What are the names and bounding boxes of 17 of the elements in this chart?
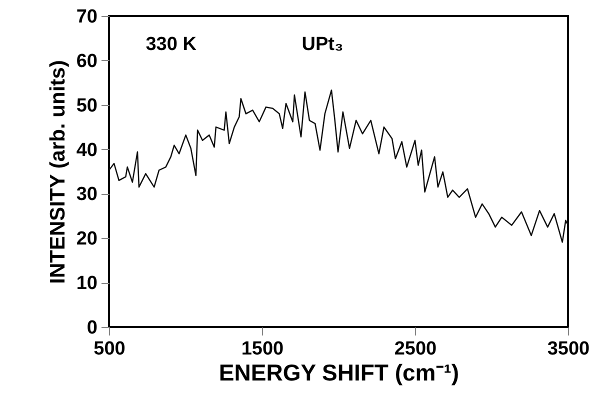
x-tick-label: 2500	[394, 338, 437, 360]
x-tick-label: 500	[94, 338, 126, 360]
y-tick-label: 50	[76, 95, 98, 116]
y-tick-label: 40	[76, 140, 98, 161]
y-tick-label: 60	[76, 50, 98, 72]
x-axis-title: ENERGY SHIFT (cm⁻¹)	[218, 360, 460, 386]
y-tick-label: 70	[76, 6, 98, 28]
y-tick-label: 30	[76, 184, 98, 206]
x-tick-label: 3500	[547, 338, 590, 360]
line-series	[108, 90, 568, 243]
annotation: UPt₃	[302, 34, 344, 55]
y-tick-label: 20	[76, 228, 98, 250]
y-tick-label: 0	[86, 318, 98, 338]
y-axis-title: INTENSITY (arb. units)	[46, 60, 70, 284]
annotation: 330 K	[146, 34, 197, 55]
x-tick-label: 1500	[241, 338, 284, 360]
y-tick-label: 10	[76, 273, 98, 294]
